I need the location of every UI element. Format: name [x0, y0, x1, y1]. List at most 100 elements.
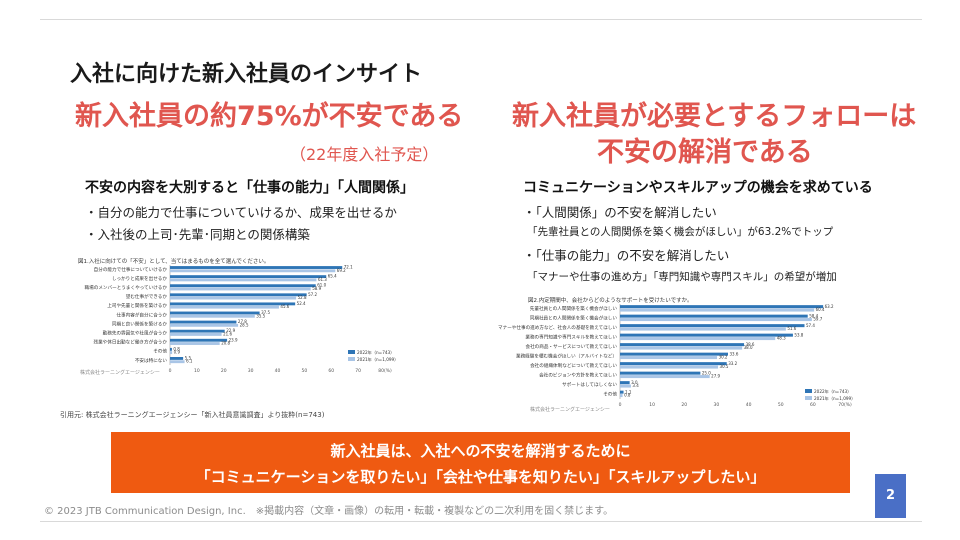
category-label: 自分の能力で仕事についていけるか [94, 266, 168, 273]
category-label: 会社の組織体制などについて教えてほしい [530, 362, 617, 369]
bar-value-label: 45.6 [280, 304, 289, 309]
bar [170, 351, 173, 355]
x-tick-label: 70(%) [838, 402, 852, 408]
right-bullet-1: ・「人間関係」の不安を解消したい [523, 205, 717, 220]
bar [620, 343, 745, 347]
bar [620, 384, 631, 388]
x-tick-label: 30 [714, 402, 720, 408]
left-subheadline: （22年度入社予定） [290, 145, 439, 164]
bar-value-label: 38.6 [746, 342, 755, 347]
bar [620, 390, 624, 394]
x-tick-label: 70 [355, 368, 361, 374]
category-label: 業務の専門知識や専門スキルを教えてほしい [525, 334, 617, 341]
right-note-1: 「先輩社員との人間関係を築く機会がほしい」が63.2%でトップ [527, 226, 834, 238]
category-label: 同期社員との人間関係を築く機会がほしい [530, 315, 618, 322]
bar-value-label: 57.2 [308, 292, 317, 297]
right-chart-title: 図2.内定期間中、会社からどのようなサポートを受けたいですか。 [528, 298, 693, 304]
x-tick-label: 10 [194, 368, 200, 374]
bar [620, 381, 630, 385]
legend-label: 2022年（n=743） [357, 349, 394, 356]
x-tick-label: 40 [275, 368, 281, 374]
category-label: 残業や休日出勤など働き方が合うか [93, 339, 167, 346]
category-label: 仕事内容が自分に合うか [116, 311, 167, 318]
left-bullet-1: ・自分の能力で仕事についていけるか、成果を出せるか [85, 205, 397, 220]
bar-value-label: 5.5 [185, 355, 192, 360]
bar [620, 371, 701, 375]
bar-value-label: 3.4 [632, 383, 639, 388]
bar [170, 338, 228, 342]
x-tick-label: 80(%) [378, 368, 392, 374]
bar-value-label: 27.8 [238, 319, 247, 324]
right-headline-line1: 新入社員が必要とするフォローは [512, 101, 917, 132]
bar [170, 269, 336, 273]
bar [620, 314, 808, 318]
x-tick-label: 0 [169, 368, 172, 374]
right-chart-source: 株式会社ラーニングエージェンシー [530, 407, 610, 413]
banner-line-2: 「コミュニケーションを取りたい」「会社や仕事を知りたい」「スキルアップしたい」 [195, 468, 766, 486]
right-note-2: 「マナーや仕事の進め方」「専門知識や専門スキル」の希望が増加 [527, 271, 837, 283]
category-label: 上司や先輩と関係を築けるか [107, 302, 167, 309]
x-tick-label: 40 [746, 402, 752, 408]
right-bullet-2: ・「仕事の能力」の不安を解消したい [523, 248, 730, 263]
category-label: マナーや仕事の進め方など、社会人の基礎を教えてほしい [498, 324, 617, 331]
copyright-footer: © 2023 JTB Communication Design, Inc. ※掲… [44, 506, 614, 517]
bar-value-label: 21.6 [223, 331, 232, 336]
bar-value-label: 51.6 [787, 326, 796, 331]
bar-value-label: 63.2 [825, 304, 834, 309]
bar [170, 266, 343, 269]
x-tick-label: 20 [221, 368, 227, 374]
right-bar-chart: 先輩社員との人間関係を築く機会がほしい 63.260.4 同期社員との人間関係を築く… [498, 304, 855, 408]
legend-swatch [805, 389, 812, 393]
bar [170, 296, 297, 300]
bar-value-label: 28.5 [240, 322, 249, 327]
bar-value-label: 61.3 [318, 277, 327, 282]
bar-value-label: 69.2 [337, 268, 346, 273]
bar [170, 342, 220, 345]
bar [620, 394, 623, 398]
bar [170, 357, 184, 360]
category-label: 業務経験を積む機会がほしい（アルバイトなど） [516, 353, 617, 360]
bar-value-label: 23.9 [229, 337, 238, 342]
left-bullet-2: ・入社後の上司･先輩･同期との関係構築 [85, 227, 310, 242]
x-tick-label: 30 [248, 368, 254, 374]
bar-value-label: 0.8 [624, 393, 631, 398]
bar [620, 333, 793, 337]
x-tick-label: 50 [778, 402, 784, 408]
banner-line-1: 新入社員は、入社への不安を解消するために [330, 442, 631, 460]
legend-swatch [805, 396, 812, 400]
x-tick-label: 20 [681, 402, 687, 408]
category-label: 同期と良い関係を築けるか [112, 320, 168, 327]
bottom-divider [40, 521, 922, 522]
bar-value-label: 30.5 [720, 364, 729, 369]
bar-value-label: 30.2 [719, 355, 728, 360]
page-number-badge: 2 [875, 474, 906, 518]
x-tick-label: 0 [619, 402, 622, 408]
bar-value-label: 1.1 [625, 389, 632, 394]
bar-value-label: 33.6 [730, 351, 739, 356]
left-bar-chart: 自分の能力で仕事についていけるか 72.169.2 しっかりと成果を出せるか 65.4… [85, 265, 399, 374]
legend-swatch [348, 350, 355, 354]
slide-title: 入社に向けた新入社員のインサイト [70, 62, 423, 87]
bar-value-label: 0.9 [174, 350, 181, 355]
bar [170, 278, 317, 282]
right-summary: コミュニケーションやスキルアップの機会を求めている [523, 180, 873, 196]
x-tick-label: 60 [810, 402, 816, 408]
bar [170, 320, 237, 324]
top-divider [40, 19, 922, 20]
bar [620, 365, 719, 369]
bar [170, 347, 172, 351]
bar-value-label: 72.1 [344, 265, 353, 270]
left-citation: 引用元: 株式会社ラーニングエージェンシー「新入社員意識調査」より抜粋(n=74… [60, 411, 325, 419]
left-chart-source: 株式会社ラーニングエージェンシー [80, 370, 160, 376]
x-tick-label: 10 [649, 402, 655, 408]
category-label: 職場のメンバーとうまくやっていけるか [85, 284, 168, 291]
bar-value-label: 27.9 [711, 374, 720, 379]
bar-value-label: 61.0 [317, 283, 326, 288]
bar [170, 293, 307, 297]
category-label: 先輩社員との人間関係を築く機会がほしい [530, 305, 618, 312]
category-label: 会社の商品・サービスについて教えてほしい [525, 343, 617, 350]
category-label: 不安は特にない [135, 357, 168, 364]
bar-value-label: 53.8 [794, 332, 803, 337]
bar [620, 352, 728, 356]
bar [170, 323, 239, 327]
